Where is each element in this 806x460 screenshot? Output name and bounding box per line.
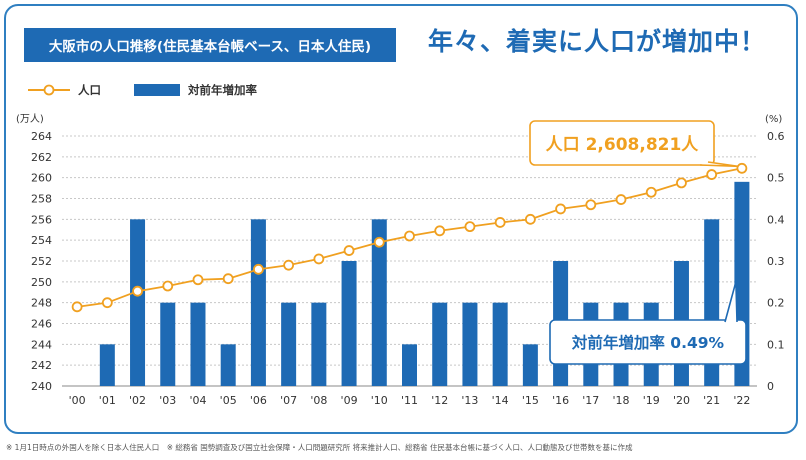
headline: 年々、着実に人口が増加中！ xyxy=(428,27,767,56)
population-point xyxy=(101,297,113,309)
y-left-tick-label: 264 xyxy=(31,130,52,143)
growth-bar xyxy=(492,302,508,386)
growth-bar xyxy=(130,219,146,386)
population-point xyxy=(585,199,597,211)
growth-bar xyxy=(99,344,115,386)
population-callout-box xyxy=(529,120,715,166)
legend-line-marker-icon xyxy=(28,84,70,96)
x-tick-label: '12 xyxy=(431,394,448,407)
population-callout-pointer xyxy=(699,161,739,168)
x-tick-label: '06 xyxy=(250,394,267,407)
population-point xyxy=(283,259,295,271)
y-left-tick-label: 252 xyxy=(31,255,52,268)
y-left-tick-label: 254 xyxy=(31,234,52,247)
y-right-tick-label: 0.4 xyxy=(767,213,785,226)
population-point xyxy=(706,169,718,180)
population-point xyxy=(645,186,657,198)
y-right-tick-label: 0.1 xyxy=(767,338,785,351)
chart-plot: 240 242 244 246 248 250 252 254 256 258 260 262 264 0… xyxy=(16,113,785,407)
legend-growth-label: 対前年増加率 xyxy=(188,83,257,97)
x-tick-label: '16 xyxy=(552,394,569,407)
y-left-unit-label: (万人) xyxy=(16,113,44,125)
y-right-tick-label: 0.6 xyxy=(767,130,785,143)
x-tick-label: '22 xyxy=(733,394,750,407)
population-point xyxy=(676,177,687,189)
population-point xyxy=(162,280,174,292)
x-tick-label: '19 xyxy=(643,394,660,407)
x-tick-label: '18 xyxy=(613,394,630,407)
population-point xyxy=(615,194,627,205)
growth-callout-box xyxy=(549,319,747,365)
chart-title: 大阪市の人口推移(住民基本台帳ベース、日本人住民) xyxy=(24,28,396,62)
population-callout-text: 人口 2,608,821人 xyxy=(546,135,700,155)
x-tick-label: '13 xyxy=(461,394,478,407)
growth-bar xyxy=(160,302,176,386)
growth-bar xyxy=(371,219,387,386)
legend-growth: 対前年増加率 xyxy=(134,82,257,98)
x-tick-label: '08 xyxy=(310,394,327,407)
population-point xyxy=(132,285,143,297)
x-tick-label: '15 xyxy=(522,394,539,407)
y-left-tick-label: 248 xyxy=(31,297,52,310)
population-point xyxy=(192,274,204,286)
growth-bar xyxy=(432,302,448,386)
y-left-tick-label: 242 xyxy=(31,359,52,372)
population-point xyxy=(555,203,566,215)
y-right-tick-label: 0 xyxy=(767,380,774,393)
x-tick-label: '20 xyxy=(673,394,690,407)
legend-population: 人口 xyxy=(26,82,101,98)
population-point xyxy=(736,162,748,174)
x-tick-label: '11 xyxy=(401,394,418,407)
footnote: ※ 1月1日時点の外国人を除く日本人住民人口 ※ 総務省 国勢調査及び国立社会保… xyxy=(6,443,633,452)
y-left-tick-label: 258 xyxy=(31,193,52,206)
population-point xyxy=(434,225,446,237)
legend-bar-swatch-icon xyxy=(134,84,180,96)
y-left-tick-label: 262 xyxy=(31,151,52,164)
growth-bar xyxy=(281,302,297,386)
x-tick-label: '01 xyxy=(99,394,116,407)
population-point xyxy=(313,253,325,265)
population-point xyxy=(404,230,415,242)
y-right-tick-label: 0.3 xyxy=(767,255,785,268)
x-tick-label: '05 xyxy=(220,394,237,407)
x-tick-label: '00 xyxy=(69,394,86,407)
y-right-unit-label: (%) xyxy=(765,114,782,125)
x-tick-label: '17 xyxy=(582,394,599,407)
population-point xyxy=(524,213,536,225)
y-left-tick-label: 260 xyxy=(31,172,52,185)
growth-callout-pointer xyxy=(724,281,738,323)
x-tick-label: '10 xyxy=(371,394,388,407)
x-tick-label: '09 xyxy=(341,394,358,407)
y-right-tick-label: 0.2 xyxy=(767,297,785,310)
y-left-tick-label: 246 xyxy=(31,318,52,331)
population-point xyxy=(373,236,385,248)
x-tick-label: '04 xyxy=(189,394,206,407)
y-left-tick-label: 250 xyxy=(31,276,52,289)
growth-bar xyxy=(462,302,478,386)
x-tick-label: '02 xyxy=(129,394,146,407)
y-right-tick-label: 0.5 xyxy=(767,172,785,185)
growth-bar xyxy=(341,261,357,386)
x-tick-label: '21 xyxy=(703,394,720,407)
y-left-tick-label: 240 xyxy=(31,380,52,393)
growth-bar xyxy=(190,302,206,386)
population-point xyxy=(71,301,83,313)
legend-population-label: 人口 xyxy=(78,83,101,97)
population-point xyxy=(253,263,264,275)
growth-callout-text: 対前年増加率 0.49% xyxy=(571,333,725,352)
population-point xyxy=(494,217,506,228)
growth-bar xyxy=(522,344,538,386)
population-point xyxy=(464,221,476,233)
x-tick-label: '14 xyxy=(492,394,509,407)
growth-bar xyxy=(311,302,327,386)
growth-bar xyxy=(402,344,417,386)
growth-bar xyxy=(250,219,266,386)
population-point xyxy=(343,245,355,256)
y-left-tick-label: 256 xyxy=(31,213,52,226)
growth-bar xyxy=(220,344,236,386)
x-tick-label: '07 xyxy=(280,394,297,407)
y-left-tick-label: 244 xyxy=(31,338,52,351)
population-point xyxy=(222,273,234,285)
x-tick-label: '03 xyxy=(159,394,176,407)
